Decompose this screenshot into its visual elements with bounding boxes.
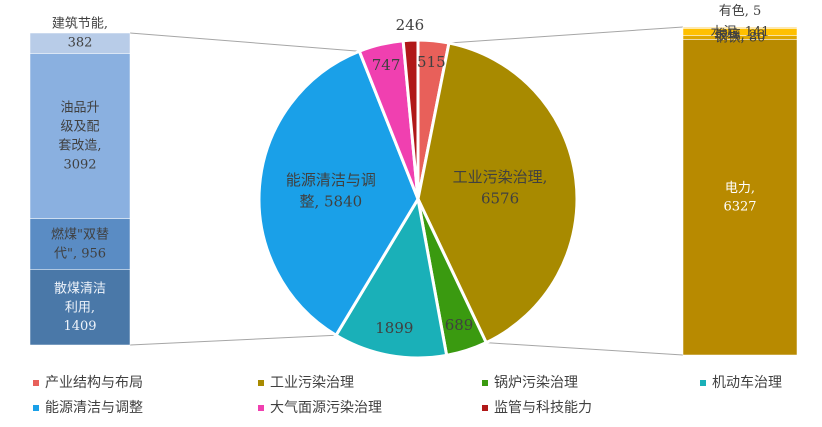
pie-slice	[401, 38, 420, 200]
connector-line	[486, 342, 684, 356]
pie-label: 246	[396, 16, 425, 34]
legend-swatch	[482, 405, 488, 411]
bar-label: 电力, 6327	[723, 180, 756, 214]
legend-swatch	[258, 380, 264, 386]
bar-label: 建筑节能, 382	[52, 15, 108, 50]
bar-segment	[29, 269, 131, 346]
bar-label: 水泥, 141	[710, 24, 769, 39]
bar-label: 钢铁, 80	[715, 30, 766, 45]
legend-label: 锅炉污染治理	[494, 375, 578, 391]
connector-line	[448, 26, 684, 44]
pie-label: 515	[417, 53, 446, 71]
bar-segment	[29, 32, 131, 54]
legend-swatch	[33, 380, 39, 386]
pie-label: 能源清洁与调整, 5840	[286, 171, 376, 211]
pie-label: 1899	[375, 319, 413, 337]
bar-segment	[29, 218, 131, 270]
pie-label: 689	[445, 316, 474, 334]
bar-label: 有色, 5	[719, 3, 762, 19]
legend-label: 产业结构与布局	[45, 375, 143, 391]
legend-swatch	[258, 405, 264, 411]
connector-line	[129, 32, 360, 52]
pie-label: 747	[372, 56, 401, 74]
legend-label: 能源清洁与调整	[45, 400, 143, 416]
legend-swatch	[700, 380, 706, 386]
pie-slice	[257, 49, 420, 338]
bar-label: 玻璃, 23	[715, 28, 766, 43]
bar-segment	[682, 39, 798, 356]
bar-label: 散煤清洁利用, 1409	[54, 281, 106, 334]
bar-label: 燃煤"双替代", 956	[51, 226, 109, 261]
bar-segment	[29, 53, 131, 219]
pie-slice	[333, 194, 449, 360]
connector-line	[129, 334, 337, 346]
legend-label: 大气面源污染治理	[270, 400, 382, 416]
legend-label: 工业污染治理	[270, 375, 354, 391]
bar-label: 油品升级及配套改造, 3092	[58, 100, 101, 172]
legend-swatch	[33, 405, 39, 411]
pie-slice	[416, 41, 579, 345]
legend-swatch	[482, 380, 488, 386]
legend-label: 机动车治理	[712, 374, 782, 391]
pie-label: 工业污染治理, 6576	[453, 168, 548, 208]
legend-label: 监管与科技能力	[494, 400, 592, 416]
